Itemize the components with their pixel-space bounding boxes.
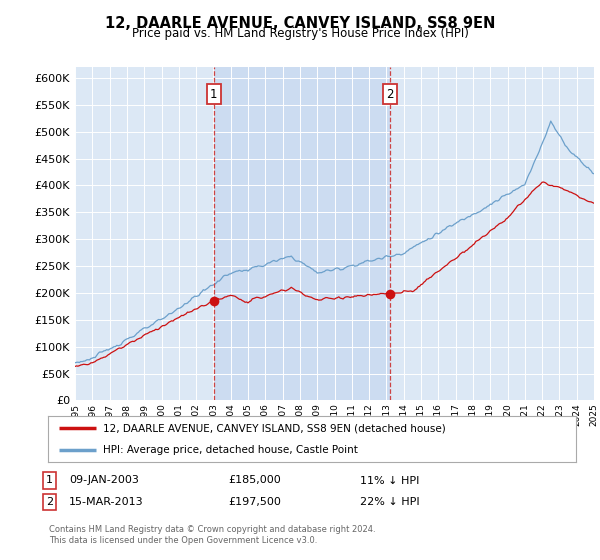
Text: 09-JAN-2003: 09-JAN-2003 <box>69 475 139 486</box>
Text: £185,000: £185,000 <box>228 475 281 486</box>
Text: 1: 1 <box>210 87 218 101</box>
Text: 12, DAARLE AVENUE, CANVEY ISLAND, SS8 9EN (detached house): 12, DAARLE AVENUE, CANVEY ISLAND, SS8 9E… <box>103 423 446 433</box>
Text: HPI: Average price, detached house, Castle Point: HPI: Average price, detached house, Cast… <box>103 445 358 455</box>
Text: 22% ↓ HPI: 22% ↓ HPI <box>360 497 419 507</box>
Text: 11% ↓ HPI: 11% ↓ HPI <box>360 475 419 486</box>
Text: Price paid vs. HM Land Registry's House Price Index (HPI): Price paid vs. HM Land Registry's House … <box>131 27 469 40</box>
Text: 2: 2 <box>386 87 394 101</box>
Text: 1: 1 <box>46 475 53 486</box>
Text: 2: 2 <box>46 497 53 507</box>
Text: 12, DAARLE AVENUE, CANVEY ISLAND, SS8 9EN: 12, DAARLE AVENUE, CANVEY ISLAND, SS8 9E… <box>105 16 495 31</box>
Bar <box>214 67 390 400</box>
Text: £197,500: £197,500 <box>228 497 281 507</box>
Text: Contains HM Land Registry data © Crown copyright and database right 2024.
This d: Contains HM Land Registry data © Crown c… <box>49 525 376 545</box>
Text: 15-MAR-2013: 15-MAR-2013 <box>69 497 143 507</box>
